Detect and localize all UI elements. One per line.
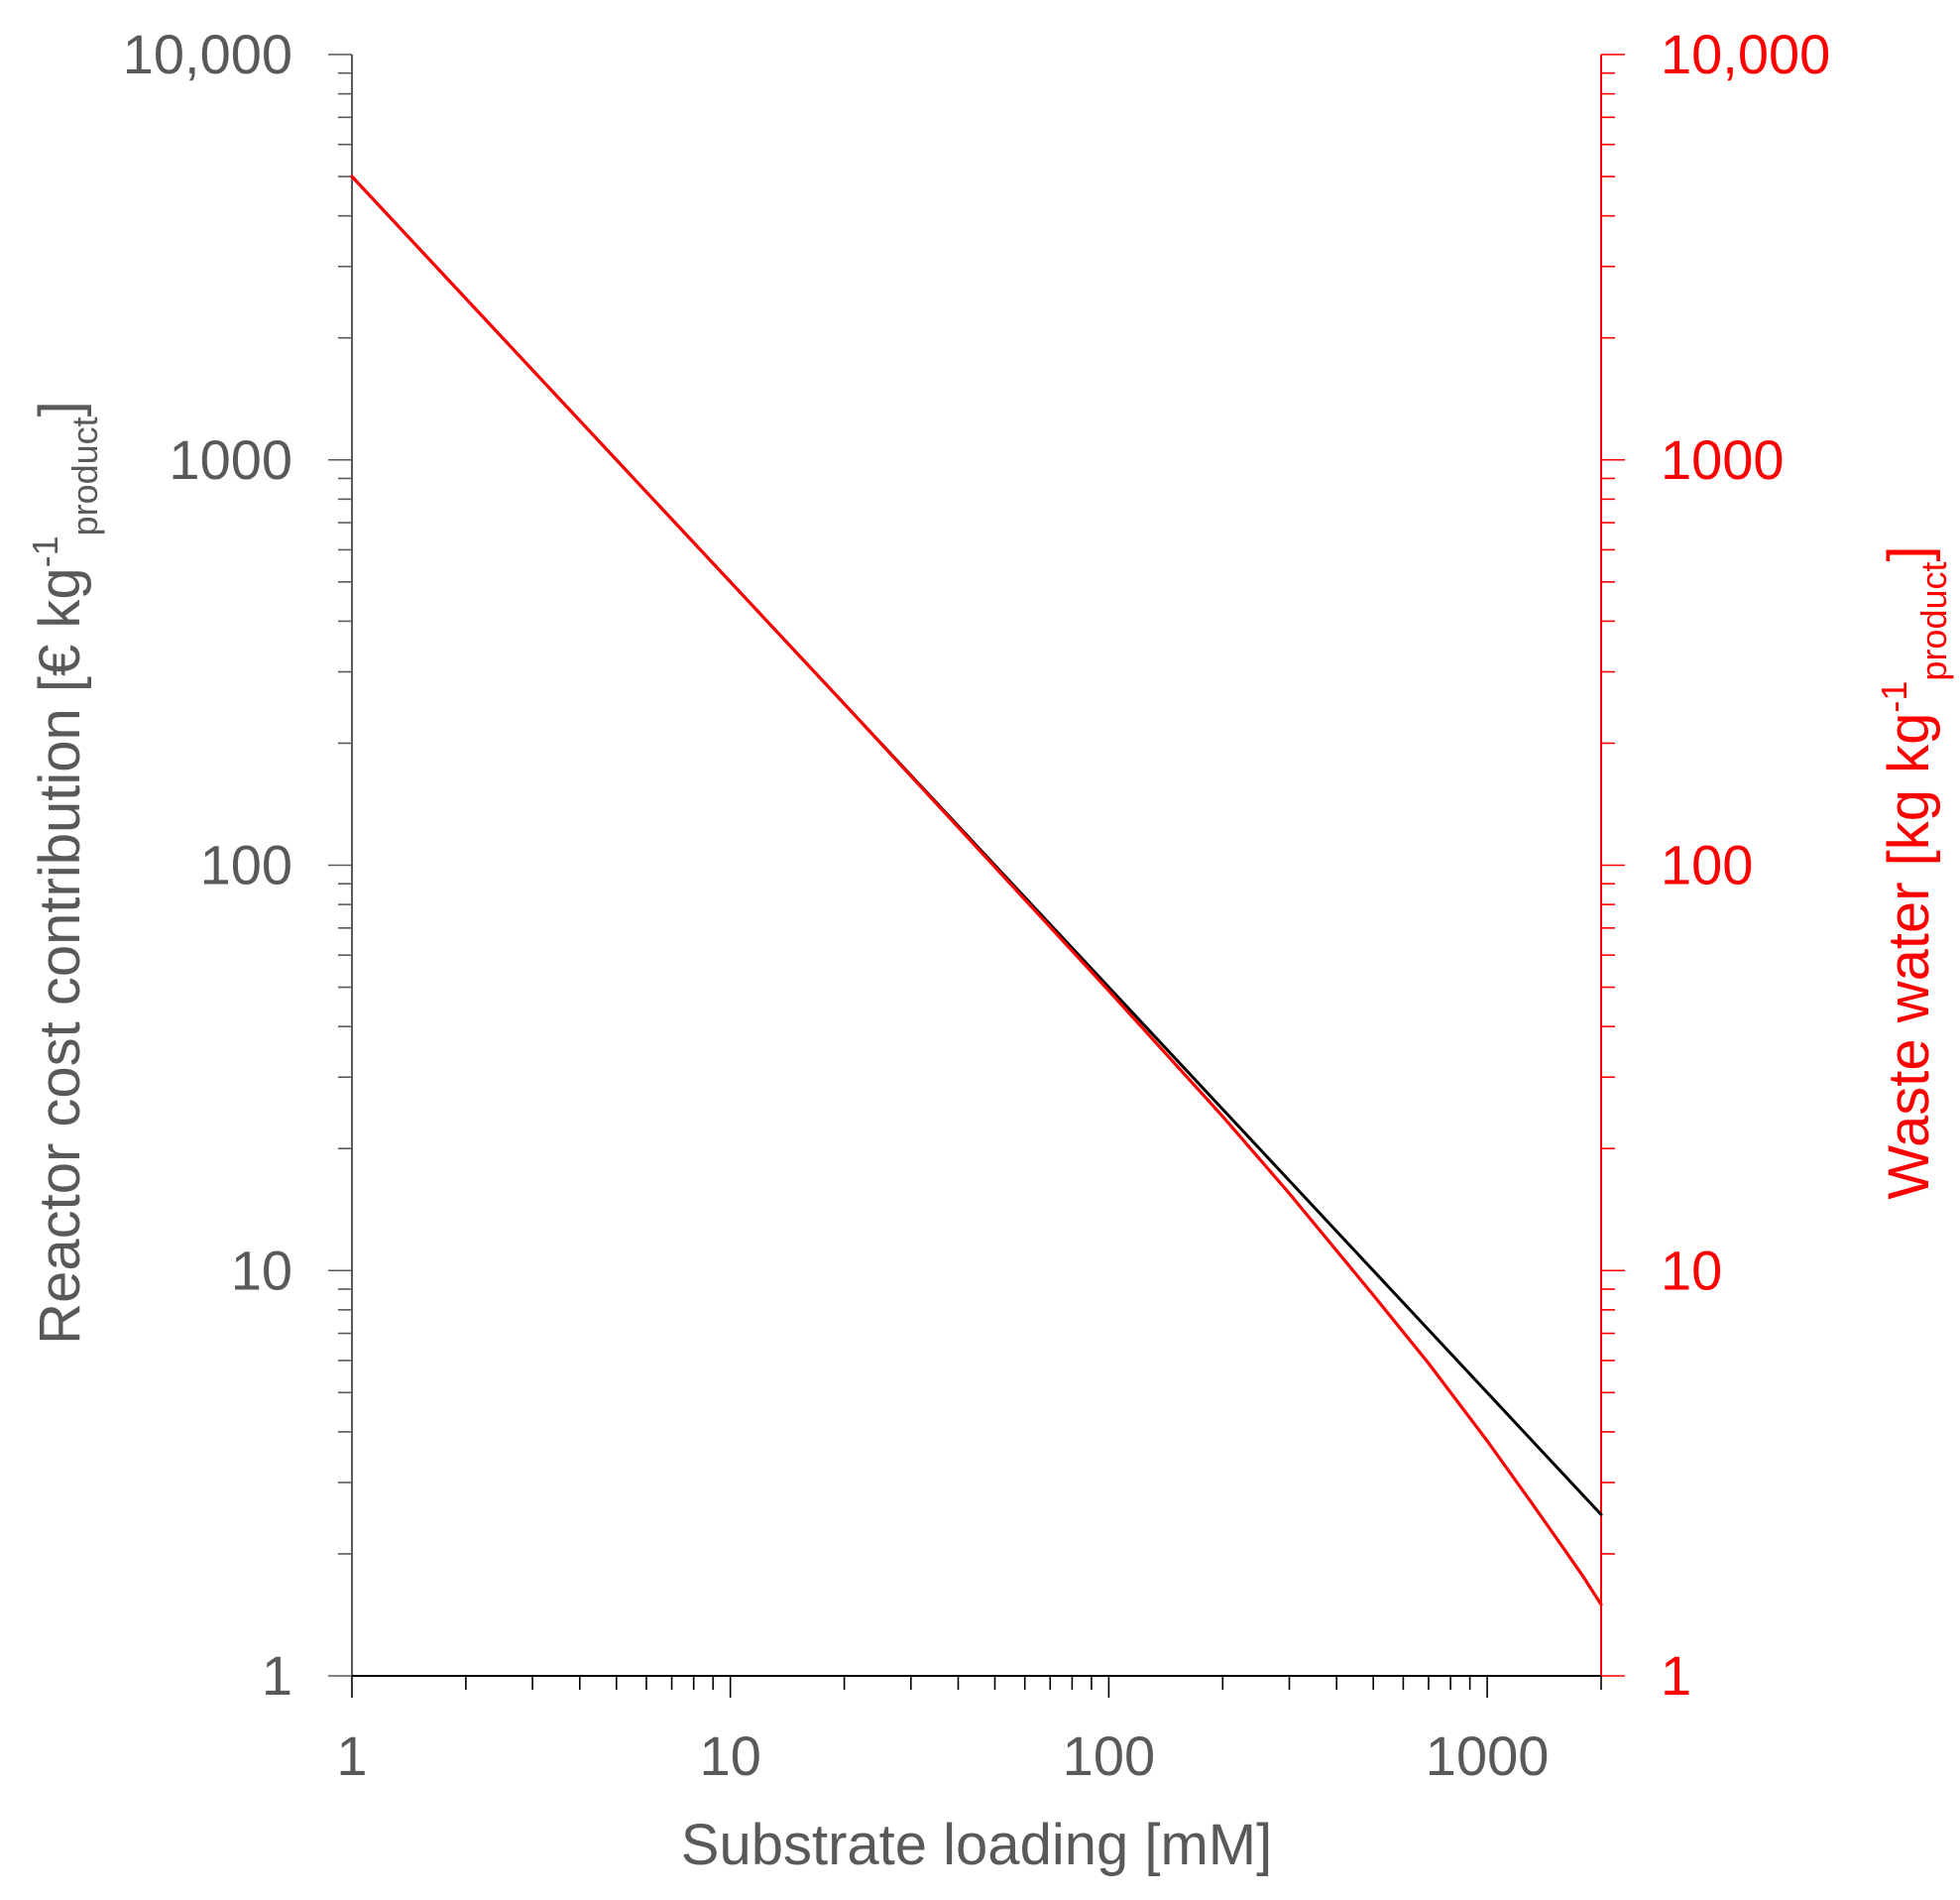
y-right-tick-label: 1000 — [1661, 428, 1785, 491]
x-tick-label: 1 — [336, 1724, 367, 1787]
y-left-title-sub: product — [64, 416, 105, 535]
y-left-title-sup: -1 — [25, 535, 65, 567]
y-right-tick-label: 1 — [1661, 1644, 1691, 1707]
y-right-title-sub: product — [1913, 562, 1954, 681]
y-right-title-main: Waste water [kg kg — [1877, 713, 1941, 1200]
x-tick-label: 100 — [1063, 1724, 1155, 1787]
y-right-title-sup: -1 — [1874, 681, 1914, 713]
y-left-title-close: ] — [28, 401, 92, 416]
y-right-tick-label: 10 — [1661, 1239, 1722, 1301]
x-tick-label: 1000 — [1426, 1724, 1550, 1787]
series-layer — [350, 175, 1603, 1606]
y-right-axis-title: Waste water [kg kg-1product] — [1874, 545, 1954, 1199]
y-left-title-main: Reactor cost contribution [€ kg — [28, 567, 92, 1344]
x-tick-label: 10 — [700, 1724, 761, 1787]
series-line-waste-water — [350, 175, 1603, 1606]
y-right-tick-label: 10,000 — [1661, 23, 1830, 85]
y-left-axis-title: Reactor cost contribution [€ kg-1product… — [25, 401, 105, 1345]
y-left-tick-label: 1000 — [169, 428, 292, 491]
ticks-layer — [328, 54, 1625, 1698]
x-axis-title: Substrate loading [mM] — [681, 1813, 1272, 1877]
y-left-tick-label: 100 — [200, 834, 292, 896]
labels-layer: 1 10 100 1000 10,000 1 10 100 1000 10,000 1 10 100 10… — [123, 23, 1831, 1787]
y-left-tick-label: 1 — [262, 1644, 292, 1707]
y-left-tick-label: 10,000 — [123, 23, 292, 85]
y-right-title-close: ] — [1877, 545, 1941, 561]
y-left-tick-label: 10 — [231, 1239, 292, 1301]
y-right-tick-label: 100 — [1661, 834, 1753, 896]
